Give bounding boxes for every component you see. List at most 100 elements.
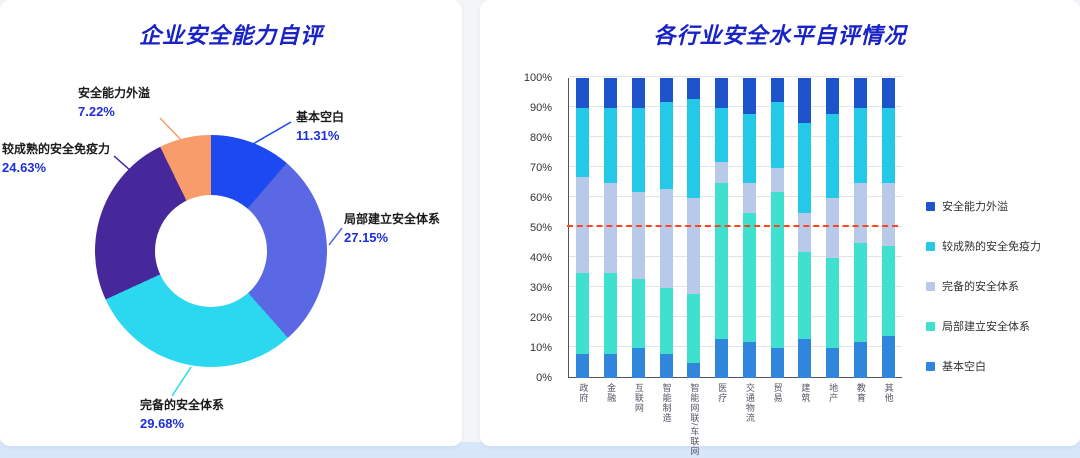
y-axis-label: 90% — [529, 102, 552, 114]
bar-column: 交通物流 — [742, 78, 756, 423]
bar-segment — [715, 183, 729, 339]
legend-label: 基本空白 — [942, 361, 986, 373]
legend-item: 基本空白 — [926, 358, 1041, 374]
bar-column: 贸易 — [770, 78, 784, 403]
legend-item: 局部建立安全体系 — [926, 318, 1041, 334]
bar-segment — [631, 279, 645, 348]
y-axis-label: 50% — [529, 222, 552, 234]
panel-enterprise-self-assessment: 企业安全能力自评 基本空白 11.31% 局部建立安全体系 27.15% 完备的… — [0, 0, 462, 446]
pie-label-capability-spillover: 安全能力外溢 7.22% — [78, 86, 150, 120]
legend-label: 安全能力外溢 — [942, 201, 1008, 213]
x-axis-label: 智能网联/车联网 — [689, 383, 700, 457]
pie-label-text: 完备的安全体系 — [140, 398, 225, 412]
y-axis-label: 10% — [529, 342, 552, 354]
bar-segment — [604, 108, 618, 183]
bar-segment — [881, 336, 895, 378]
bar-segment — [604, 354, 618, 378]
bar-segment — [631, 78, 645, 108]
y-axis-label: 30% — [529, 282, 552, 294]
bar-stack — [826, 78, 840, 378]
legend-label: 较成熟的安全免疫力 — [942, 241, 1041, 253]
gridline — [569, 166, 902, 167]
legend-label: 局部建立安全体系 — [942, 321, 1030, 333]
legend-item: 安全能力外溢 — [926, 198, 1041, 214]
page-title-right: 各行业安全水平自评情况 — [653, 23, 907, 48]
bar-segment — [631, 192, 645, 279]
y-axis-label: 100% — [523, 72, 552, 84]
gridline — [569, 316, 902, 317]
gridline — [569, 196, 902, 197]
pie-label-partial-system: 局部建立安全体系 27.15% — [344, 212, 440, 246]
bar-segment — [687, 294, 701, 363]
bar-segment — [631, 348, 645, 378]
legend-item: 完备的安全体系 — [926, 278, 1041, 294]
bottom-band — [0, 442, 1080, 458]
bar-column: 金融 — [604, 78, 618, 403]
pie-label-percent: 29.68% — [140, 416, 185, 432]
leader-line-1 — [328, 227, 343, 246]
bar-columns: 政府 金融 互联网 智能制造 智能网联/车联网 医疗 交通物流 贸易 建筑 地产 教育 其他 — [569, 78, 902, 457]
pie-label-percent: 7.22% — [78, 104, 115, 120]
legend-swatch — [926, 361, 935, 371]
bar-segment — [687, 78, 701, 99]
bar-segment — [770, 348, 784, 378]
bar-segment — [770, 78, 784, 102]
y-axis-label: 70% — [529, 162, 552, 174]
stacked-bar-chart: 0% 10% 20% 30% 40% 50% 60% 70% 80% 90% 100% 政府 金融 互联… — [480, 58, 1080, 457]
bar-segment — [853, 342, 867, 378]
bar-stack — [798, 78, 812, 378]
bar-stack — [576, 78, 590, 378]
donut-hole — [155, 195, 267, 307]
bar-column: 政府 — [576, 78, 590, 403]
legend-swatch — [926, 241, 935, 251]
pie-label-text: 基本空白 — [296, 110, 345, 124]
legend-label: 完备的安全体系 — [942, 281, 1019, 293]
leader-line-2 — [171, 366, 192, 397]
bar-stack — [715, 78, 729, 378]
x-axis-label: 建筑 — [800, 383, 811, 403]
x-axis-label: 交通物流 — [744, 383, 755, 423]
bar-segment — [687, 99, 701, 198]
gridline — [569, 346, 902, 347]
bar-segment — [742, 183, 756, 213]
reference-line — [567, 225, 898, 227]
bar-segment — [659, 354, 673, 378]
bar-segment — [798, 339, 812, 378]
bar-stack — [881, 78, 895, 378]
bar-segment — [715, 162, 729, 183]
bar-segment — [687, 198, 701, 294]
bar-segment — [576, 108, 590, 177]
x-axis-label: 医疗 — [717, 383, 728, 403]
bar-segment — [604, 183, 618, 273]
gridline — [569, 76, 902, 77]
bar-segment — [826, 114, 840, 198]
bar-segment — [659, 288, 673, 354]
bar-segment — [826, 78, 840, 114]
bar-segment — [798, 78, 812, 123]
bar-segment — [826, 198, 840, 258]
x-axis-label: 地产 — [828, 383, 839, 403]
legend-swatch — [926, 321, 935, 331]
bar-column: 建筑 — [798, 78, 812, 403]
pie-label-text: 局部建立安全体系 — [344, 212, 441, 226]
bar-segment — [881, 78, 895, 108]
bar-stack — [659, 78, 673, 378]
gridline — [569, 136, 902, 137]
bar-segment — [576, 78, 590, 108]
x-axis-label: 智能制造 — [661, 383, 672, 423]
bar-segment — [881, 183, 895, 246]
bar-segment — [742, 213, 756, 342]
leader-line-0 — [252, 121, 292, 145]
x-axis-label: 其他 — [883, 383, 894, 403]
pie-label-text: 安全能力外溢 — [78, 86, 151, 100]
donut-chart: 基本空白 11.31% 局部建立安全体系 27.15% 完备的安全体系 29.6… — [0, 50, 462, 450]
panel-industry-self-assessment: 各行业安全水平自评情况 0% 10% 20% 30% 40% 50% 60% 70% 80% 90… — [480, 0, 1080, 457]
bar-segment — [742, 342, 756, 378]
pie-label-percent: 11.31% — [296, 128, 340, 144]
bar-stack — [770, 78, 784, 378]
bar-segment — [798, 123, 812, 213]
bar-segment — [659, 78, 673, 102]
bar-segment — [853, 78, 867, 108]
bar-segment — [576, 354, 590, 378]
legend: 安全能力外溢较成熟的安全免疫力 完备的安全体系 局部建立安全体系 基本空白 — [926, 198, 1041, 374]
